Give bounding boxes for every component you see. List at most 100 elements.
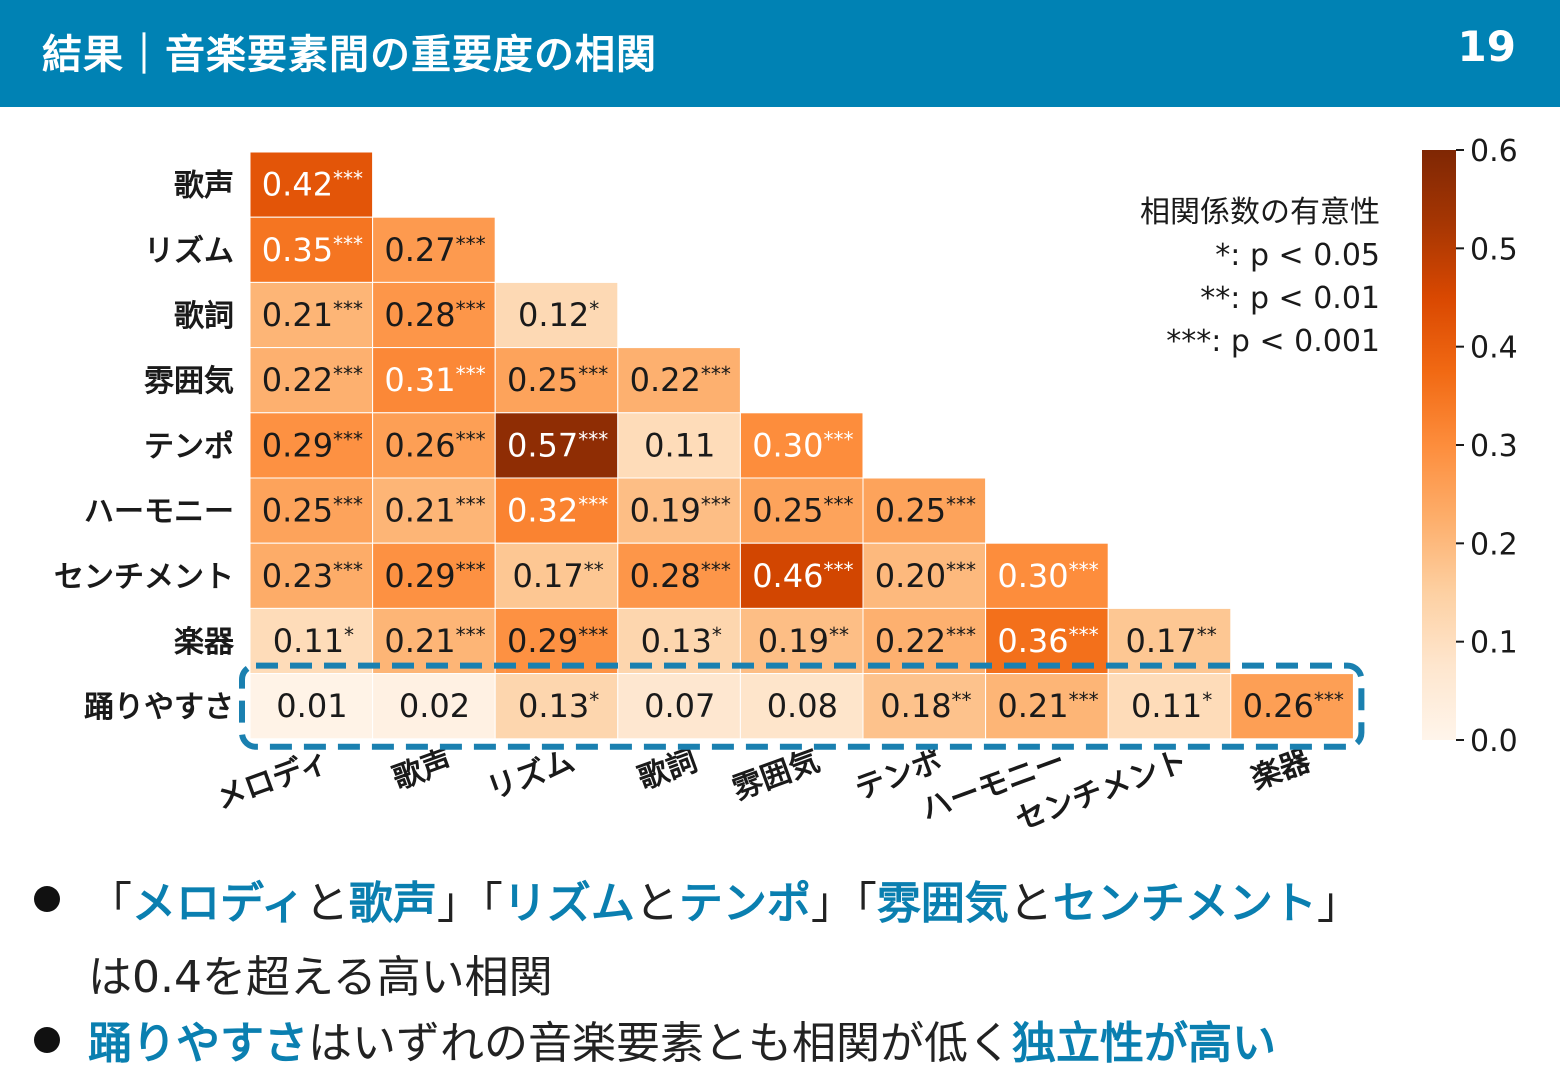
heatmap-cell-5-5 xyxy=(862,477,987,544)
cell-label-7-3: 0.13* xyxy=(641,622,722,660)
col-label-1: 歌声 xyxy=(388,743,456,796)
cell-label-6-0: 0.23*** xyxy=(262,557,363,595)
heatmap-cell-8-8 xyxy=(1230,673,1354,740)
bullet-1-segment-6: と xyxy=(634,878,679,929)
row-label-5: ハーモニー xyxy=(84,495,234,530)
heatmap-cell-2-2 xyxy=(494,281,619,349)
cell-label-6-1: 0.29*** xyxy=(384,557,485,595)
cell-label-6-6: 0.30*** xyxy=(997,557,1098,595)
bullet-dot-1 xyxy=(34,886,60,912)
slide-title: 結果｜音楽要素間の重要度の相関 xyxy=(42,32,657,78)
cell-label-8-2: 0.13* xyxy=(518,687,599,725)
row-label-0: 歌声 xyxy=(174,169,234,204)
cell-label-8-3: 0.07 xyxy=(644,687,715,725)
correlation-heatmap: 0.42*** 0.35*** 0.27*** 0.21*** 0.28*** 0.12*… xyxy=(54,134,1518,838)
heatmap-cell-6-2 xyxy=(494,542,619,609)
heatmap-cell-3-3 xyxy=(617,347,741,414)
cell-label-4-2: 0.57*** xyxy=(507,426,608,464)
cell-label-8-5: 0.18** xyxy=(880,687,971,725)
bullet-1-segment-1: メロディ xyxy=(132,878,305,929)
cell-label-7-5: 0.22*** xyxy=(875,622,976,660)
heatmap-cell-6-3 xyxy=(617,542,741,609)
heatmap-cell-6-6 xyxy=(985,542,1109,609)
row-label-6: センチメント xyxy=(54,560,234,595)
heatmap-cell-8-0 xyxy=(249,673,374,740)
colorbar-tick-label-6: 0.6 xyxy=(1470,134,1518,169)
colorbar-tick-label-2: 0.2 xyxy=(1470,527,1518,562)
heatmap-cell-8-6 xyxy=(985,673,1109,740)
cell-label-7-6: 0.36*** xyxy=(997,622,1098,660)
col-label-8: 楽器 xyxy=(1246,743,1315,797)
col-label-0: メロディ xyxy=(211,743,334,816)
cell-label-7-0: 0.11* xyxy=(273,622,354,660)
heatmap-cell-6-1 xyxy=(372,542,496,609)
cell-label-8-0: 0.01 xyxy=(276,687,347,725)
bullet-1-line-2: は0.4を超える高い相関 xyxy=(88,952,553,1003)
bullet-1-segment-8: 」「 xyxy=(810,878,877,929)
col-label-3: 歌詞 xyxy=(633,743,701,796)
heatmap-cell-3-2 xyxy=(494,347,619,414)
row-label-7: 楽器 xyxy=(174,625,235,660)
legend-title: 相関係数の有意性 xyxy=(1140,195,1380,230)
bullet-1-segment-3: 歌声 xyxy=(348,878,437,929)
heatmap-cell-8-2 xyxy=(494,673,619,740)
bullet-1-segment-0: 「 xyxy=(88,878,132,929)
bullet-2-line-1: 踊りやすさはいずれの音楽要素とも相関が低く独立性が高い xyxy=(88,1007,1276,1071)
row-label-4: テンポ xyxy=(144,429,234,464)
heatmap-cell-3-1 xyxy=(372,347,496,414)
col-label-4: 雰囲気 xyxy=(728,743,825,807)
row-label-3: 雰囲気 xyxy=(144,364,234,399)
row-label-1: リズム xyxy=(144,234,234,269)
cell-label-8-7: 0.11* xyxy=(1131,687,1212,725)
cell-label-5-5: 0.25*** xyxy=(875,492,976,530)
heatmap-cell-4-2 xyxy=(494,412,619,479)
cell-label-4-4: 0.30*** xyxy=(752,426,853,464)
legend-item-0: *: p < 0.05 xyxy=(1215,238,1380,273)
cell-label-0-0: 0.42*** xyxy=(262,166,363,204)
cell-label-5-2: 0.32*** xyxy=(507,492,608,530)
colorbar-tick-label-5: 0.5 xyxy=(1470,232,1518,267)
bullet-2-segment-1: はいずれの音楽要素とも相関が低く xyxy=(308,1018,1012,1069)
cell-label-7-4: 0.19** xyxy=(758,622,849,660)
cell-label-3-0: 0.22*** xyxy=(262,361,363,399)
bullet-1-segment-7: テンポ xyxy=(678,878,811,929)
cell-label-5-0: 0.25*** xyxy=(262,492,363,530)
bullet-1-segment-9: 雰囲気 xyxy=(876,878,1009,929)
cell-label-6-3: 0.28*** xyxy=(630,557,731,595)
heatmap-cell-8-7 xyxy=(1107,673,1232,740)
heatmap-cell-1-1 xyxy=(372,216,496,283)
cell-label-4-1: 0.26*** xyxy=(384,426,485,464)
cell-label-7-7: 0.17** xyxy=(1126,622,1217,660)
bullet-2-segment-0: 踊りやすさ xyxy=(88,1018,308,1069)
cell-label-6-4: 0.46*** xyxy=(752,557,853,595)
cell-label-1-0: 0.35*** xyxy=(262,231,363,269)
cell-label-5-4: 0.25*** xyxy=(752,492,853,530)
cell-label-7-2: 0.29*** xyxy=(507,622,608,660)
heatmap-cell-6-5 xyxy=(862,542,987,609)
heatmap-cell-8-1 xyxy=(372,673,496,740)
bullet-1-segment-5: リズム xyxy=(502,878,635,929)
cell-label-1-1: 0.27*** xyxy=(384,231,485,269)
bullet-2-segment-2: 独立性が高い xyxy=(1012,1018,1276,1069)
legend-item-1: **: p < 0.01 xyxy=(1200,281,1380,316)
cell-label-2-1: 0.28*** xyxy=(384,296,485,334)
colorbar-tick-label-4: 0.4 xyxy=(1470,331,1518,366)
legend-item-2: ***: p < 0.001 xyxy=(1166,324,1380,359)
row-label-2: 歌詞 xyxy=(174,299,234,334)
bullet-1-segment-4: 」「 xyxy=(436,878,503,929)
cell-label-4-3: 0.11 xyxy=(644,426,715,464)
bullet-1-segment-10: と xyxy=(1008,878,1053,929)
page-number: 19 xyxy=(1457,22,1516,71)
header-bar: 結果｜音楽要素間の重要度の相関 19 xyxy=(0,0,1560,107)
heatmap-cell-5-4 xyxy=(739,477,864,544)
colorbar-tick-label-0: 0.0 xyxy=(1470,724,1518,759)
cell-label-3-1: 0.31*** xyxy=(384,361,485,399)
cell-label-8-4: 0.08 xyxy=(767,687,838,725)
highlight-box-dancability xyxy=(239,662,1365,750)
col-label-2: リズム xyxy=(483,743,580,807)
cell-label-8-1: 0.02 xyxy=(399,687,470,725)
cell-label-5-3: 0.19*** xyxy=(630,492,731,530)
bullet-1-segment-12: 」 xyxy=(1316,878,1361,929)
colorbar-tick-label-3: 0.3 xyxy=(1470,429,1518,464)
heatmap-cell-4-4 xyxy=(739,412,864,479)
